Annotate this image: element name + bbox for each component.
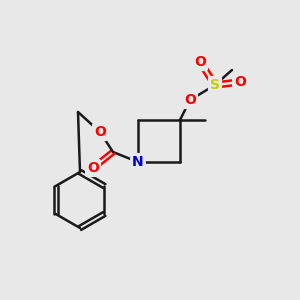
Text: O: O: [234, 75, 246, 89]
Text: O: O: [184, 93, 196, 107]
Text: N: N: [132, 155, 144, 169]
Text: O: O: [87, 161, 99, 175]
Text: O: O: [94, 125, 106, 139]
Text: O: O: [194, 55, 206, 69]
Text: S: S: [210, 78, 220, 92]
